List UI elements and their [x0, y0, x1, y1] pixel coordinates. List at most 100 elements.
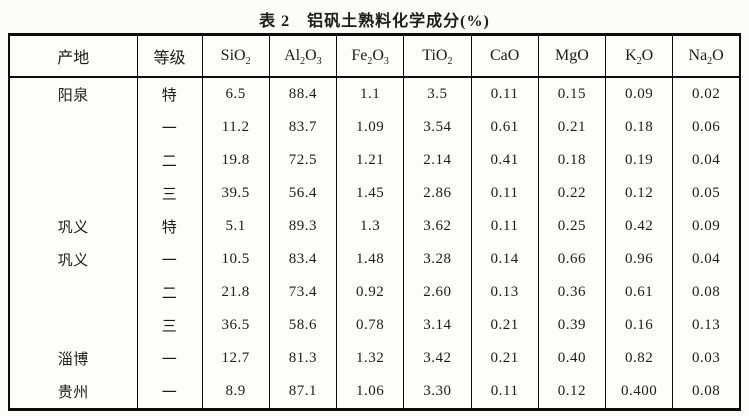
cell-value-k2o: 0.19	[604, 144, 673, 177]
cell-value-cao: 0.11	[470, 210, 539, 243]
cell-origin	[9, 309, 137, 342]
cell-value-k2o: 0.61	[604, 276, 673, 309]
cell-value-tio2: 3.42	[403, 342, 471, 375]
cell-value-fe2o3: 1.09	[335, 111, 404, 144]
cell-value-na2o: 0.02	[672, 77, 740, 111]
cell-value-tio2: 3.54	[403, 111, 471, 144]
cell-value-k2o: 0.82	[604, 342, 673, 375]
cell-value-mgo: 0.15	[537, 77, 606, 111]
cell-value-sio2: 6.5	[201, 77, 270, 111]
cell-grade: 特	[136, 77, 202, 111]
table-header-row: 产地 等级 SiO2 Al2O3 Fe2O3 TiO2 CaO MgO K2O Na2O	[9, 34, 740, 77]
cell-value-mgo: 0.12	[537, 375, 606, 410]
cell-value-al2o3: 88.4	[268, 77, 337, 111]
cell-value-k2o: 0.42	[604, 210, 673, 243]
cell-origin: 阳泉	[57, 88, 89, 104]
cell-value-fe2o3: 1.45	[335, 177, 404, 210]
column-header-origin: 产地	[57, 50, 90, 67]
cell-value-fe2o3: 1.21	[335, 144, 404, 177]
cell-value-tio2: 3.14	[403, 309, 471, 342]
cell-origin	[9, 111, 137, 144]
cell-value-k2o: 0.09	[604, 77, 673, 111]
cell-value-tio2: 2.86	[403, 177, 471, 210]
cell-value-k2o: 0.18	[604, 111, 673, 144]
cell-value-tio2: 3.28	[403, 243, 471, 276]
cell-value-mgo: 0.25	[537, 210, 606, 243]
cell-grade: 二	[136, 144, 202, 177]
cell-value-mgo: 0.22	[537, 177, 606, 210]
cell-value-fe2o3: 1.1	[335, 77, 404, 111]
cell-value-tio2: 2.14	[403, 144, 471, 177]
cell-value-na2o: 0.08	[672, 276, 740, 309]
cell-value-cao: 0.21	[470, 309, 539, 342]
cell-value-al2o3: 87.1	[268, 375, 337, 410]
cell-grade: 一	[136, 111, 202, 144]
cell-value-cao: 0.41	[470, 144, 539, 177]
cell-value-al2o3: 89.3	[268, 210, 337, 243]
cell-value-tio2: 2.60	[403, 276, 471, 309]
cell-value-k2o: 0.96	[604, 243, 673, 276]
cell-value-k2o: 0.16	[604, 309, 673, 342]
cell-value-na2o: 0.13	[672, 309, 740, 342]
cell-value-cao: 0.11	[470, 177, 539, 210]
table-row: 淄博 一 12.7 81.3 1.32 3.42 0.21 0.40 0.82 0.03	[9, 342, 740, 375]
cell-value-na2o: 0.06	[672, 111, 740, 144]
cell-value-mgo: 0.36	[537, 276, 606, 309]
cell-value-tio2: 3.5	[403, 77, 471, 111]
cell-value-sio2: 5.1	[201, 210, 270, 243]
cell-value-sio2: 11.2	[201, 111, 270, 144]
table-row: 巩义 特 5.1 89.3 1.3 3.62 0.11 0.25 0.42 0.09	[9, 210, 740, 243]
column-header-al2o3: Al2O3	[268, 34, 337, 77]
composition-table: 产地 等级 SiO2 Al2O3 Fe2O3 TiO2 CaO MgO K2O Na2O 阳泉特 6…	[8, 33, 741, 411]
cell-value-na2o: 0.04	[672, 144, 740, 177]
table-row: 三 36.5 58.6 0.78 3.14 0.21 0.39 0.16 0.13	[9, 309, 740, 342]
table-title: 表 2 铝矾土熟料化学成分(%)	[259, 13, 490, 30]
table-row: 贵州 一 8.9 87.1 1.06 3.30 0.11 0.12 0.400 0.08	[9, 375, 740, 410]
cell-grade: 三	[136, 177, 202, 210]
cell-origin: 淄博	[57, 352, 89, 368]
cell-value-fe2o3: 1.48	[335, 243, 404, 276]
cell-value-sio2: 21.8	[201, 276, 270, 309]
cell-grade: 二	[136, 276, 202, 309]
cell-origin	[9, 144, 137, 177]
cell-value-na2o: 0.05	[672, 177, 740, 210]
cell-value-na2o: 0.04	[672, 243, 740, 276]
cell-value-sio2: 10.5	[201, 243, 270, 276]
cell-value-k2o: 0.400	[604, 375, 673, 410]
cell-value-sio2: 36.5	[201, 309, 270, 342]
cell-value-cao: 0.11	[470, 77, 539, 111]
cell-value-tio2: 3.62	[403, 210, 471, 243]
table-row: 一 11.2 83.7 1.09 3.54 0.61 0.21 0.18 0.06	[9, 111, 740, 144]
cell-value-cao: 0.61	[470, 111, 539, 144]
cell-grade: 一	[136, 243, 202, 276]
cell-grade: 特	[136, 210, 202, 243]
cell-value-fe2o3: 0.78	[335, 309, 404, 342]
cell-origin	[9, 276, 137, 309]
table-row: 三 39.5 56.4 1.45 2.86 0.11 0.22 0.12 0.05	[9, 177, 740, 210]
cell-value-na2o: 0.03	[672, 342, 740, 375]
cell-value-sio2: 19.8	[201, 144, 270, 177]
cell-value-fe2o3: 1.06	[335, 375, 404, 410]
cell-value-al2o3: 83.4	[268, 243, 337, 276]
column-header-k2o: K2O	[604, 34, 673, 77]
cell-value-cao: 0.11	[470, 375, 539, 410]
cell-origin: 巩义	[57, 253, 89, 269]
cell-value-cao: 0.21	[470, 342, 539, 375]
cell-value-sio2: 8.9	[201, 375, 270, 410]
cell-value-fe2o3: 1.3	[335, 210, 404, 243]
cell-value-al2o3: 81.3	[268, 342, 337, 375]
cell-value-cao: 0.13	[470, 276, 539, 309]
cell-value-mgo: 0.18	[537, 144, 606, 177]
cell-value-al2o3: 58.6	[268, 309, 337, 342]
cell-value-al2o3: 83.7	[268, 111, 337, 144]
table-row: 巩义 一 10.5 83.4 1.48 3.28 0.14 0.66 0.96 0.04	[9, 243, 740, 276]
cell-grade: 一	[136, 342, 202, 375]
cell-value-mgo: 0.40	[537, 342, 606, 375]
table-row: 阳泉 特 6.5 88.4 1.1 3.5 0.11 0.15 0.09 0.02	[9, 77, 740, 111]
cell-value-cao: 0.14	[470, 243, 539, 276]
cell-value-al2o3: 72.5	[268, 144, 337, 177]
cell-value-al2o3: 73.4	[268, 276, 337, 309]
cell-value-sio2: 39.5	[201, 177, 270, 210]
cell-value-fe2o3: 0.92	[335, 276, 404, 309]
